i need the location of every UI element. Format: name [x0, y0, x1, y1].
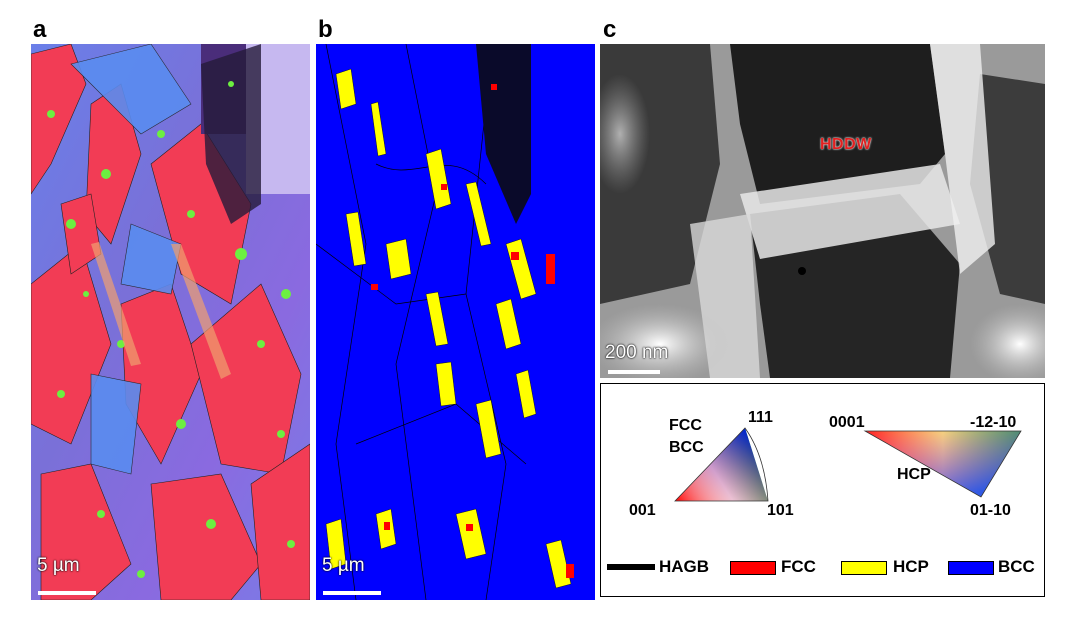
legend-key-hagb: HAGB — [659, 557, 710, 576]
panel-b-phase-map — [316, 44, 595, 600]
panel-a-scale-label: 5 µm — [37, 555, 80, 576]
panel-c-scale-bar — [608, 370, 660, 374]
legend-key-bcc: BCC — [998, 557, 1035, 576]
panel-a-scale-bar — [38, 591, 96, 595]
cubic-ipf-triangle — [674, 427, 769, 502]
hex-ipf-triangle — [863, 430, 1022, 498]
hex-label-hcp: HCP — [897, 466, 931, 483]
cubic-label-fcc: FCC — [669, 417, 702, 434]
hddw-annotation: HDDW — [820, 136, 872, 153]
hagb-line-swatch — [607, 564, 655, 570]
legend-box: FCC BCC 111 001 101 0001 -12-10 01-10 HC… — [600, 383, 1045, 597]
cubic-label-bcc: BCC — [669, 439, 704, 456]
fcc-swatch — [730, 561, 776, 575]
cubic-corner-111: 111 — [748, 409, 773, 426]
panel-c-letter: c — [603, 16, 617, 43]
bcc-swatch — [948, 561, 994, 575]
hex-corner-01m10: 01-10 — [970, 502, 1011, 519]
legend-key-fcc: FCC — [781, 557, 816, 576]
legend-key-hcp: HCP — [893, 557, 929, 576]
panel-a-letter: a — [33, 16, 47, 43]
panel-b-letter: b — [318, 16, 333, 43]
panel-b-scale-label: 5 µm — [322, 555, 365, 576]
panel-c-tem-image — [600, 44, 1045, 378]
hcp-swatch — [841, 561, 887, 575]
cubic-corner-001: 001 — [629, 502, 656, 519]
panel-b-scale-bar — [323, 591, 381, 595]
cubic-corner-101: 101 — [767, 502, 794, 519]
hex-corner-m12m10: -12-10 — [970, 414, 1017, 431]
panel-c-scale-label: 200 nm — [605, 342, 669, 363]
hex-corner-0001: 0001 — [829, 414, 865, 431]
panel-a-orientation-map — [31, 44, 310, 600]
